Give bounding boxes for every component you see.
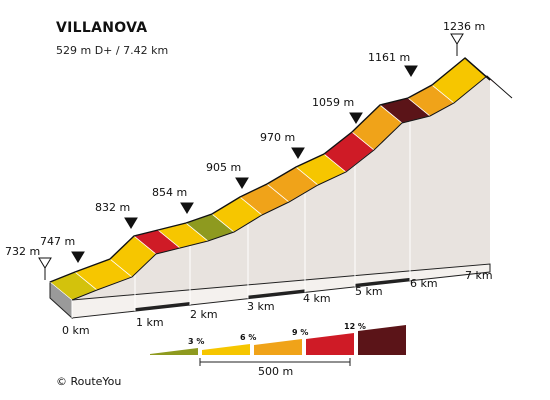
elevation-label: 1236 m xyxy=(443,20,485,33)
x-tick-label: 6 km xyxy=(410,277,438,290)
elevation-label: 747 m xyxy=(40,235,75,248)
legend-swatch xyxy=(358,325,406,355)
elevation-label: 970 m xyxy=(260,131,295,144)
elevation-label: 832 m xyxy=(95,201,130,214)
profile-top-outline xyxy=(49,57,491,283)
elevation-marker xyxy=(71,251,85,263)
elevation-marker xyxy=(124,217,138,229)
km-strip xyxy=(248,289,305,299)
elevation-label: 1059 m xyxy=(312,96,354,109)
profile-side-wall xyxy=(72,76,490,318)
elevation-marker xyxy=(349,112,363,124)
legend-swatch xyxy=(306,333,354,355)
x-tick-label: 2 km xyxy=(190,308,218,321)
elevation-marker xyxy=(291,147,305,159)
legend-label: 12 % xyxy=(344,322,366,331)
copyright-credit: © RouteYou xyxy=(56,375,122,388)
km-strip xyxy=(355,277,410,287)
elevation-marker xyxy=(180,202,194,214)
legend-label: 3 % xyxy=(188,337,204,346)
legend-label: 9 % xyxy=(292,328,308,337)
x-tick-label: 3 km xyxy=(247,300,275,313)
elevation-label: 854 m xyxy=(152,186,187,199)
x-tick-label: 7 km xyxy=(465,269,493,282)
route-title: VILLANOVA xyxy=(56,20,148,36)
legend-swatch xyxy=(202,344,250,355)
elevation-marker xyxy=(450,33,464,45)
x-tick-label: 0 km xyxy=(62,324,90,337)
legend-swatch xyxy=(254,339,302,355)
elevation-label: 905 m xyxy=(206,161,241,174)
elevation-marker xyxy=(235,177,249,189)
gradient-legend: 3 % 6 % 9 % 12 % 500 m xyxy=(150,322,406,378)
legend-swatch xyxy=(150,348,198,355)
legend-label: 6 % xyxy=(240,333,256,342)
elevation-label: 732 m xyxy=(5,245,40,258)
x-tick-label: 4 km xyxy=(303,292,331,305)
profile-end-edge xyxy=(464,57,491,81)
x-tick-label: 1 km xyxy=(136,316,164,329)
elevation-label: 1161 m xyxy=(368,51,410,64)
km-strip xyxy=(135,302,190,312)
elevation-marker xyxy=(38,257,52,269)
route-summary: 529 m D+ / 7.42 km xyxy=(56,44,169,57)
profile-bottom-outline xyxy=(71,75,513,301)
x-tick-label: 5 km xyxy=(355,285,383,298)
legend-scale-label: 500 m xyxy=(258,365,293,378)
elevation-marker xyxy=(404,65,418,77)
